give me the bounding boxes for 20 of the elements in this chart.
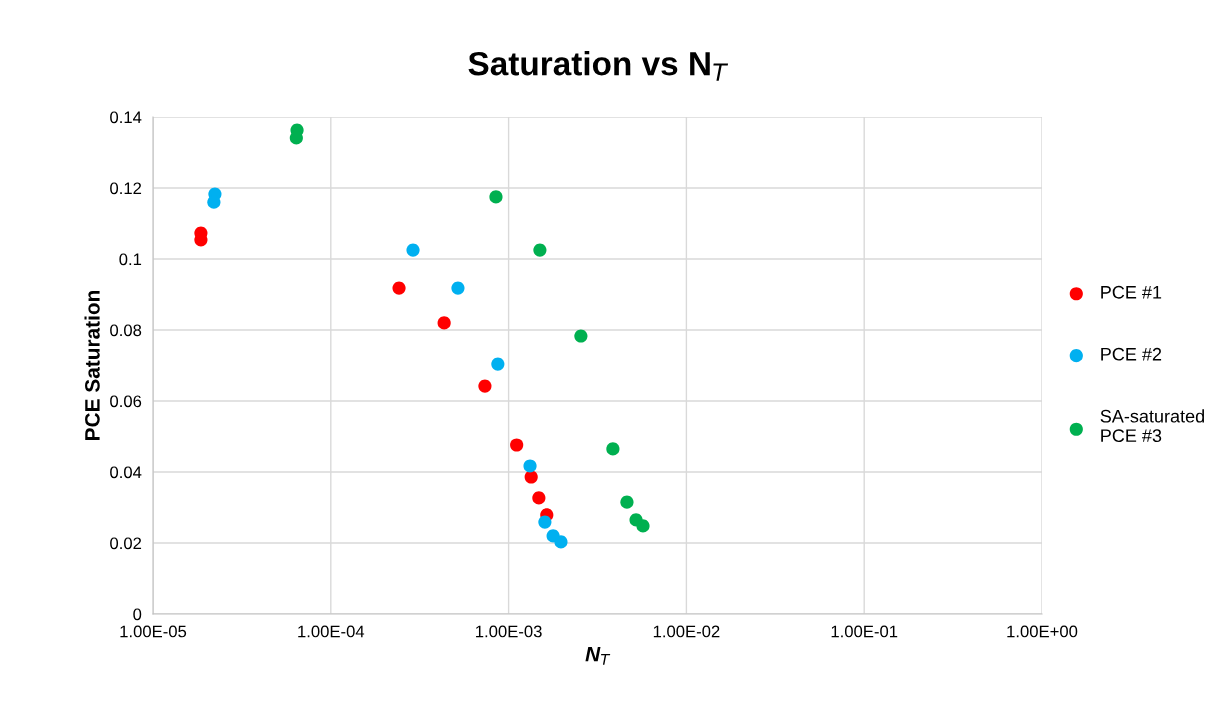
y-tick-label: 0.02 xyxy=(110,537,142,550)
y-tick-label: 0.08 xyxy=(110,324,142,337)
y-tick-label: 0 xyxy=(133,608,142,621)
y-tick-label: 0.04 xyxy=(110,466,142,479)
x-tick-label: 1.00E-01 xyxy=(831,625,898,638)
x-axis-title: N$_{T}$ xyxy=(585,646,611,665)
y-tick-label: 0.14 xyxy=(110,111,142,124)
x-tick-label: 1.00E-02 xyxy=(653,625,720,638)
legend-label: SA-saturated PCE #3 xyxy=(1100,409,1204,443)
x-tick-label: 1.00E-05 xyxy=(120,625,187,638)
x-tick-label: 1.00E+00 xyxy=(1007,625,1078,638)
legend-label: PCE #1 xyxy=(1101,285,1162,299)
y-tick-label: 0.06 xyxy=(110,395,142,408)
chart-title: Saturation vs N$_{T}$ xyxy=(468,51,729,81)
x-tick-label: 1.00E-03 xyxy=(476,625,542,638)
y-tick-label: 0.12 xyxy=(110,182,142,195)
y-tick-label: 0.1 xyxy=(119,253,142,266)
legend-label: PCE #2 xyxy=(1101,347,1162,361)
y-axis-title: PCE Saturation xyxy=(84,290,100,440)
x-tick-label: 1.00E-04 xyxy=(298,625,365,638)
